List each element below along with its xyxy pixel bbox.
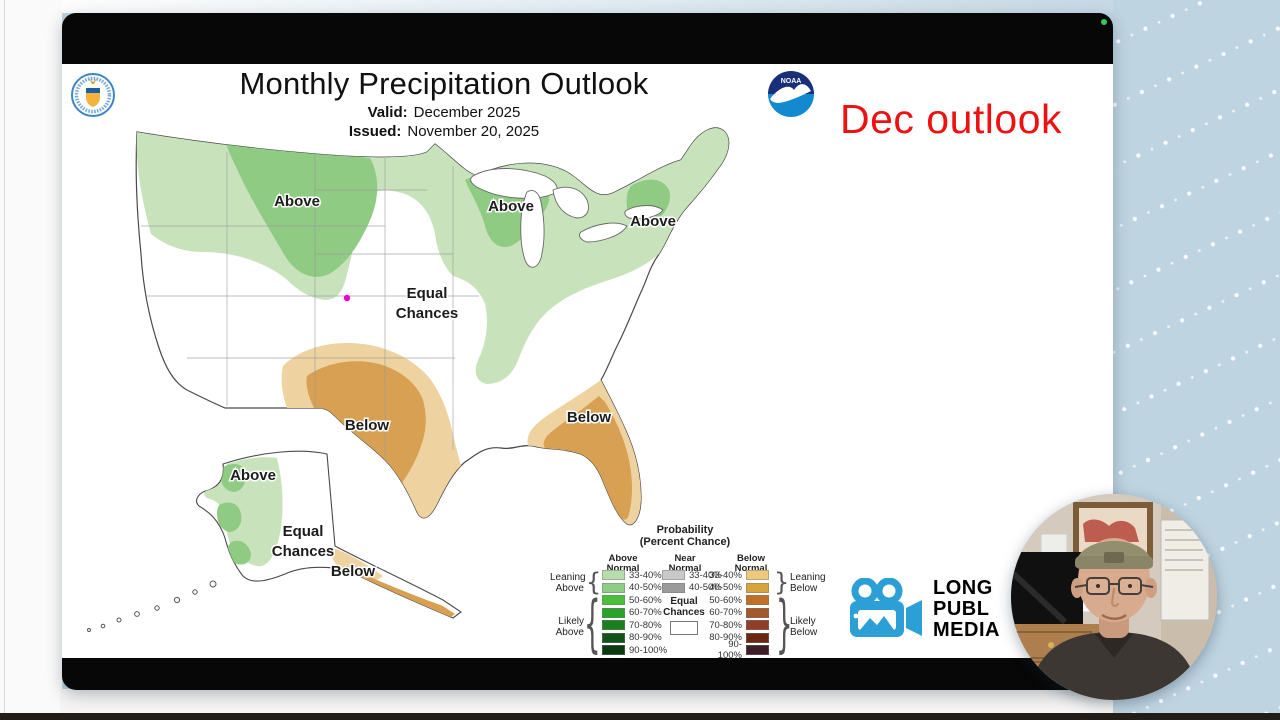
swatch-above-40 <box>602 582 625 593</box>
region-below-tx-core <box>306 361 426 499</box>
webcam-scene <box>1011 494 1217 700</box>
brace-leaning-above: { <box>586 567 602 597</box>
swatch-below-70 <box>746 620 769 631</box>
presenter-annotation: Dec outlook <box>840 96 1063 142</box>
swatch-below-40 <box>746 582 769 593</box>
broadcaster-name: LONG PUBL MEDIA <box>933 577 1000 641</box>
broadcaster-logo: LONG PUBL MEDIA <box>848 578 1000 642</box>
aleutian-islands <box>87 580 217 632</box>
probability-legend: Probability (Percent Chance) Above Normal… <box>550 524 846 658</box>
swatch-below-33 <box>746 570 769 581</box>
page-title: Monthly Precipitation Outlook <box>239 66 649 101</box>
svg-text:NOAA: NOAA <box>781 78 802 85</box>
legend-equal-chances-swatch <box>670 621 698 635</box>
swatch-above-70 <box>602 620 625 631</box>
swatch-above-60 <box>602 607 625 618</box>
video-camera-icon <box>850 578 922 637</box>
legend-likely-above: Likely Above <box>555 616 584 638</box>
slide-content: NOAA Monthly Precipitation Outlook Valid… <box>62 64 1113 658</box>
noaa-logo-icon: NOAA <box>768 71 814 117</box>
region-below-se-core <box>543 396 632 520</box>
legend-leaning-below: Leaning Below <box>790 572 826 594</box>
swatch-below-90 <box>746 645 769 656</box>
map-label-above-ny: Above <box>630 213 676 230</box>
brace-leaning-below: } <box>774 567 790 597</box>
map-label-ak-below: Below <box>331 563 376 580</box>
alaska-below-band <box>331 548 383 581</box>
region-above-core-nw <box>225 140 378 277</box>
map-label-above-nw: Above <box>274 193 320 210</box>
swatch-near-40 <box>662 582 685 593</box>
swatch-near-33 <box>662 570 685 581</box>
swatch-above-90 <box>602 645 625 656</box>
issued-label: Issued: <box>348 123 402 140</box>
map-label-equal-1: Equal <box>407 285 448 302</box>
commerce-seal-icon <box>71 73 115 117</box>
brace-likely-below: } <box>776 590 793 658</box>
swatch-below-50 <box>746 595 769 606</box>
valid-label: Valid: <box>367 104 408 121</box>
magenta-marker-dot <box>343 294 351 302</box>
swatch-above-33 <box>602 570 625 581</box>
map-label-equal-2: Chances <box>396 305 459 322</box>
legend-likely-below: Likely Below <box>790 616 818 638</box>
map-label-below-se: Below <box>567 409 612 426</box>
left-margin-panel <box>0 0 62 714</box>
swatch-above-80 <box>602 632 625 643</box>
swatch-above-50 <box>602 595 625 606</box>
legend-above-column: 33-40% 40-50% 50-60% 60-70% 70-80% 80-90… <box>602 570 667 656</box>
window-edge-line <box>4 0 5 714</box>
brace-likely-above: { <box>584 590 601 658</box>
map-label-ak-equal-1: Equal <box>283 523 324 540</box>
alaska-below-panhandle <box>342 566 455 618</box>
issued-line: Issued: November 20, 2025 <box>154 123 734 140</box>
alaska-above-core <box>221 464 246 492</box>
valid-value: December 2025 <box>413 104 521 121</box>
precipitation-outlook-map: Above Above Above Equal Chances Below Be… <box>87 127 730 632</box>
map-label-above-mi: Above <box>488 198 534 215</box>
status-dot <box>1101 19 1107 25</box>
screen-bottom-edge <box>0 713 1280 720</box>
top-margin-strip <box>62 0 1113 13</box>
shared-slide-window: NOAA Monthly Precipitation Outlook Valid… <box>62 13 1113 690</box>
map-label-ak-equal-2: Chances <box>272 543 335 560</box>
legend-header-below: Below Normal <box>734 553 768 574</box>
letterbox-bottom-bar <box>62 658 1113 690</box>
webcam-overlay[interactable] <box>1011 494 1217 700</box>
legend-equal-chances-label: Equal Chances <box>663 596 705 618</box>
map-label-ak-above: Above <box>230 467 276 484</box>
great-lakes <box>470 168 664 268</box>
legend-title: Probability (Percent Chance) <box>639 524 731 548</box>
letterbox-top-bar <box>62 13 1113 64</box>
legend-header-above: Above Normal <box>606 553 640 574</box>
legend-near-column: 33-40% 40-50% <box>662 570 722 593</box>
swatch-below-80 <box>746 632 769 643</box>
legend-leaning-above: Leaning Above <box>550 572 586 594</box>
legend-below-column: 33-40% 40-50% 50-60% 60-70% 70-80% 80-90… <box>706 570 769 658</box>
issued-value: November 20, 2025 <box>407 123 540 140</box>
state-borders <box>141 152 479 458</box>
legend-header-near: Near Normal <box>668 553 702 574</box>
map-label-below-tx: Below <box>345 417 390 434</box>
bottom-margin-strip <box>60 689 1113 714</box>
swatch-below-60 <box>746 607 769 618</box>
valid-line: Valid: December 2025 <box>154 104 734 121</box>
